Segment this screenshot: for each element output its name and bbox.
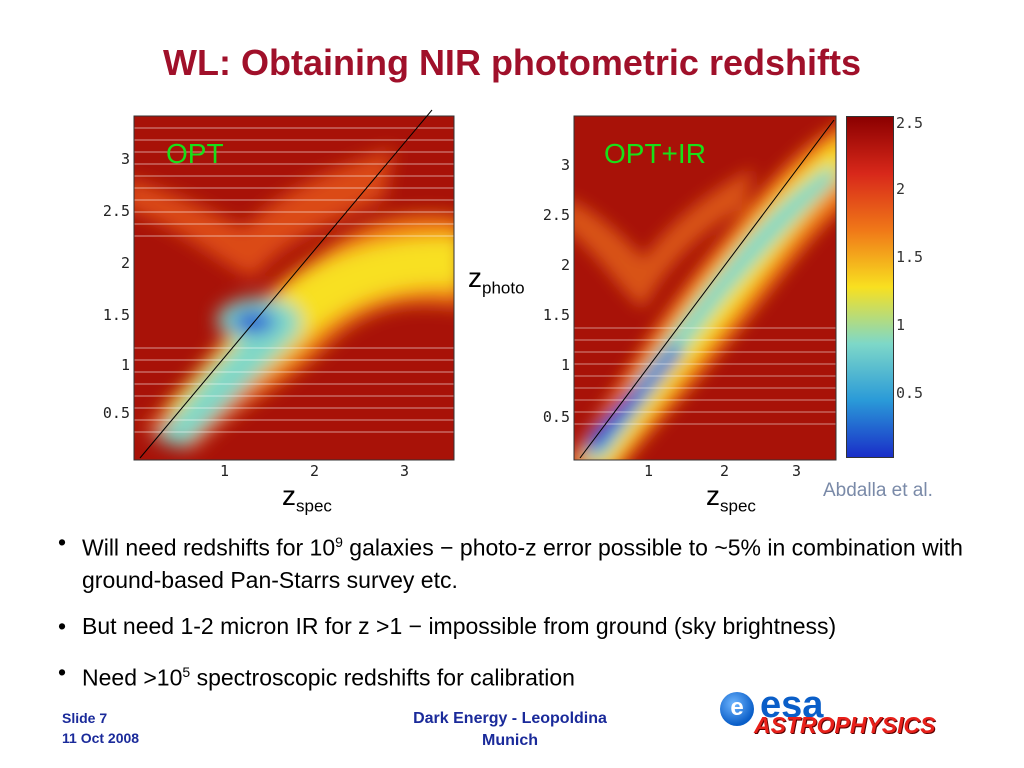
plot-opt-ir-graphic — [573, 115, 837, 461]
y-ticks-left: 3 2.5 2 1.5 1 0.5 — [84, 108, 130, 468]
y-tick: 3 — [560, 156, 570, 174]
y-tick: 0.5 — [542, 408, 570, 426]
bullet-list: Will need redshifts for 109 galaxies − p… — [58, 526, 1018, 707]
x-tick: 3 — [400, 462, 410, 480]
x-tick: 3 — [792, 462, 802, 480]
colorbar-tick: 1.5 — [896, 248, 924, 266]
colorbar-tick: 2.5 — [896, 114, 924, 132]
astrophysics-wordmark: ASTROPHYSICS — [754, 712, 936, 738]
y-tick: 0.5 — [102, 404, 130, 422]
panel-label-opt: OPT — [166, 138, 224, 169]
y-tick: 2.5 — [542, 206, 570, 224]
plot-opt-ir: 3 2.5 2 1.5 1 0.5 1 2 3 OPT+IR — [524, 108, 844, 480]
bullet-text: Need >10 — [82, 664, 183, 691]
slide-title: WL: Obtaining NIR photometric redshifts — [163, 42, 861, 83]
x-tick: 2 — [310, 462, 320, 480]
colorbar-gradient — [846, 116, 894, 458]
esa-disk-icon: e — [720, 692, 754, 726]
panel-label-opt-ir: OPT+IR — [604, 138, 706, 169]
colorbar-tick: 0.5 — [896, 384, 924, 402]
esa-astrophysics-logo: e esa ASTROPHYSICS — [716, 684, 948, 748]
axis-z-spec-sub: spec — [296, 496, 332, 516]
y-tick: 2 — [560, 256, 570, 274]
slide-number: Slide 7 — [62, 710, 108, 726]
y-tick: 3 — [120, 150, 130, 168]
credit-text: Abdalla et al. — [823, 480, 933, 501]
axis-z-spec-base: z — [706, 480, 720, 511]
bullet-item: Need >105 spectroscopic redshifts for ca… — [58, 656, 1018, 694]
y-tick: 1.5 — [102, 306, 130, 324]
x-ticks-right: 1 2 3 — [524, 462, 844, 482]
y-tick: 2.5 — [102, 202, 130, 220]
colorbar-tick: 1 — [896, 316, 906, 334]
x-tick: 1 — [220, 462, 230, 480]
bullet-superscript: 9 — [335, 534, 343, 550]
plot-opt: 3 2.5 2 1.5 1 0.5 1 2 3 OPT — [84, 108, 494, 480]
plot-opt-graphic — [133, 109, 455, 461]
bullet-text: But need 1-2 micron IR for z >1 − imposs… — [82, 612, 837, 639]
y-tick: 1.5 — [542, 306, 570, 324]
bullet-superscript: 5 — [182, 663, 191, 680]
x-ticks-left: 1 2 3 — [84, 462, 494, 482]
esa-wordmark: esa — [760, 684, 824, 726]
event-line2: Munich — [482, 732, 538, 749]
bullet-text: galaxies − photo-z error possible to ~5%… — [82, 534, 963, 593]
axis-z-spec-sub: spec — [720, 496, 756, 516]
y-tick: 2 — [120, 254, 130, 272]
footer-slide-info: Slide 7 11 Oct 2008 — [62, 708, 139, 748]
event-line1: Dark Energy - Leopoldina — [413, 710, 607, 727]
x-tick: 2 — [720, 462, 730, 480]
slide-date: 11 Oct 2008 — [62, 730, 140, 746]
axis-z-photo-base: z — [468, 262, 482, 293]
bullet-text: spectroscopic redshifts for calibration — [190, 664, 575, 691]
bullet-text: Will need redshifts for 10 — [82, 534, 336, 561]
bullet-item: Will need redshifts for 109 galaxies − p… — [58, 526, 1018, 596]
colorbar-ticks: 2.5 2 1.5 1 0.5 — [896, 114, 956, 460]
colorbar: 2.5 2 1.5 1 0.5 — [846, 114, 966, 460]
bullet-item: But need 1-2 micron IR for z >1 − imposs… — [58, 610, 1018, 642]
x-tick: 1 — [644, 462, 654, 480]
y-tick: 1 — [120, 356, 130, 374]
y-tick: 1 — [560, 356, 570, 374]
colorbar-tick: 2 — [896, 180, 906, 198]
axis-z-photo-sub: photo — [482, 278, 525, 298]
y-ticks-right: 3 2.5 2 1.5 1 0.5 — [524, 108, 570, 468]
axis-label-z-photo: zphoto — [468, 262, 525, 299]
footer-event: Dark Energy - Leopoldina Munich — [380, 708, 640, 752]
axis-label-z-spec-left: zspec — [282, 480, 332, 517]
axis-label-z-spec-right: zspec — [706, 480, 756, 517]
axis-z-spec-base: z — [282, 480, 296, 511]
